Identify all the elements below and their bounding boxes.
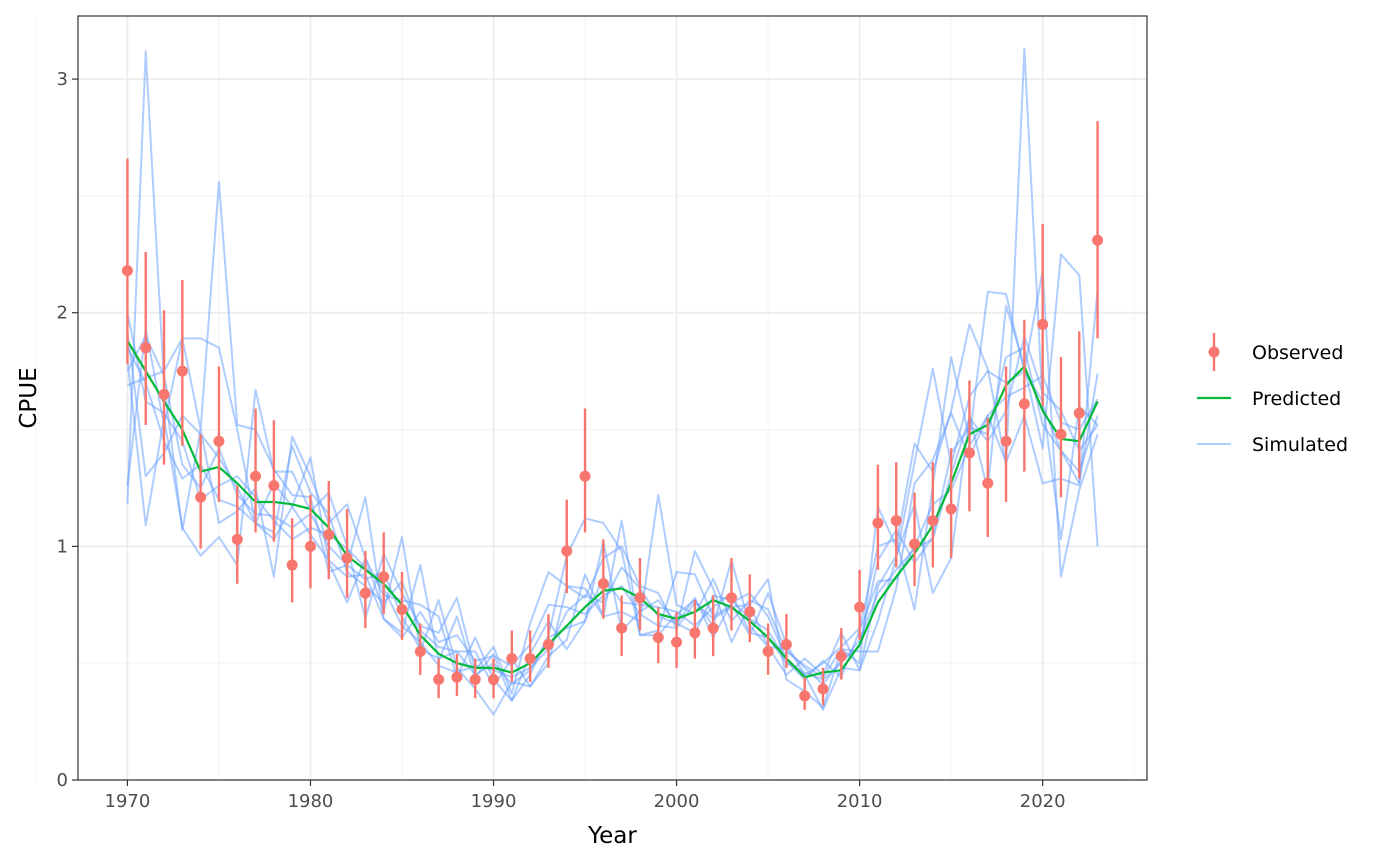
observed-point	[396, 603, 408, 615]
x-tick-label: 2020	[1020, 791, 1066, 812]
observed-point	[231, 533, 243, 545]
observed-point	[213, 435, 225, 447]
observed-point	[1055, 428, 1067, 440]
x-tick-label: 1980	[288, 791, 334, 812]
observed-point	[854, 601, 866, 613]
observed-point	[671, 636, 683, 648]
observed-point	[286, 559, 298, 571]
observed-point	[817, 683, 829, 695]
observed-point	[561, 545, 573, 557]
x-tick-label: 2010	[837, 791, 883, 812]
observed-point	[524, 653, 536, 665]
observed-point	[195, 491, 207, 503]
x-tick-label: 1970	[105, 791, 151, 812]
observed-point	[927, 515, 939, 527]
simulated-series-line	[126, 253, 1099, 695]
observed-point	[140, 342, 152, 354]
observed-point	[268, 480, 280, 492]
observed-point	[982, 477, 994, 489]
observed-point	[359, 587, 371, 599]
observed-point	[963, 447, 975, 459]
legend-key-observed	[1208, 333, 1220, 371]
observed-point	[250, 470, 262, 482]
y-tick-label: 2	[57, 303, 68, 324]
legend-label-predicted: Predicted	[1252, 388, 1341, 410]
simulated-series-line	[126, 180, 1099, 702]
simulated-series-line	[126, 312, 1099, 681]
observed-point	[579, 470, 591, 482]
observed-point	[433, 674, 445, 686]
observed-point	[378, 571, 390, 583]
observed-point	[506, 653, 518, 665]
observed-point	[689, 627, 701, 639]
observed-point	[890, 515, 902, 527]
simulated-series-group	[126, 47, 1099, 716]
observed-point	[780, 638, 792, 650]
observed-point	[1073, 407, 1085, 419]
legend: Observed Predicted Simulated	[1197, 333, 1348, 456]
panel-border	[77, 15, 1148, 781]
observed-point	[707, 622, 719, 634]
observed-point	[488, 674, 500, 686]
observed-point	[1000, 435, 1012, 447]
observed-point	[414, 645, 426, 657]
observed-point	[451, 671, 463, 683]
observed-point	[652, 631, 664, 643]
observed-point	[909, 538, 921, 550]
observed-point	[744, 606, 756, 618]
y-axis-title: CPUE	[16, 367, 42, 428]
observed-point	[872, 517, 884, 529]
observed-point	[304, 540, 316, 552]
observed-point	[762, 645, 774, 657]
legend-observed-point	[1208, 346, 1220, 358]
observed-point	[634, 592, 646, 604]
y-tick-label: 3	[57, 69, 68, 90]
observed-point	[542, 638, 554, 650]
observed-point	[725, 592, 737, 604]
observed-point	[1092, 234, 1104, 246]
x-axis: 1970 1980 1990 2000 2010 2020	[105, 780, 1066, 812]
observed-point	[1018, 398, 1030, 410]
observed-point	[323, 529, 335, 541]
x-tick-label: 1990	[471, 791, 517, 812]
legend-label-simulated: Simulated	[1252, 434, 1348, 456]
observed-point	[835, 650, 847, 662]
observed-point	[616, 622, 628, 634]
observed-point	[597, 578, 609, 590]
legend-label-observed: Observed	[1252, 342, 1343, 364]
observed-point	[158, 388, 170, 400]
observed-series-group	[121, 121, 1104, 710]
observed-point	[799, 690, 811, 702]
observed-point	[1037, 318, 1049, 330]
y-tick-label: 1	[57, 536, 68, 557]
y-tick-label: 0	[57, 770, 68, 791]
observed-point	[121, 265, 133, 277]
observed-point	[469, 674, 481, 686]
observed-point	[176, 365, 188, 377]
simulated-series-line	[126, 289, 1099, 688]
y-axis: 0 1 2 3	[57, 69, 78, 791]
observed-point	[341, 552, 353, 564]
x-axis-title: Year	[587, 823, 637, 849]
observed-point	[945, 503, 957, 515]
x-tick-label: 2000	[654, 791, 700, 812]
